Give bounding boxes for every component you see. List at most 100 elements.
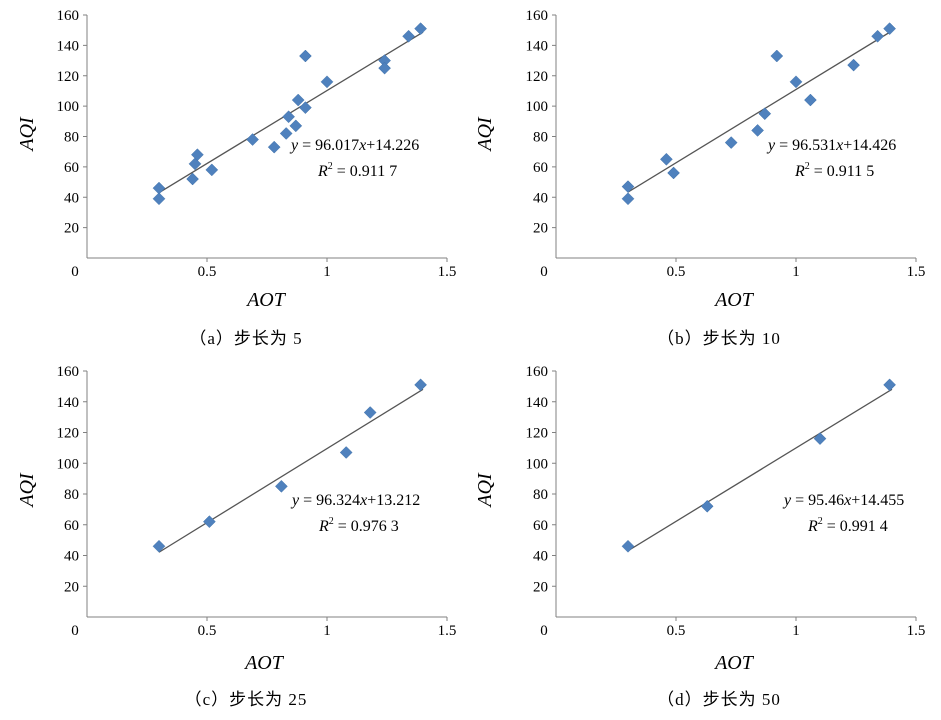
regression-equation: y = 96.017x+14.226 <box>289 137 419 154</box>
data-point <box>299 49 312 63</box>
y-tick-label: 160 <box>57 8 80 24</box>
x-axis-label: AOT <box>713 289 755 311</box>
data-point <box>191 148 204 162</box>
y-tick-label: 160 <box>57 364 80 380</box>
data-point <box>871 29 884 43</box>
x-tick-label: 1 <box>792 264 800 280</box>
y-tick-label: 100 <box>526 456 549 472</box>
y-tick-label: 60 <box>533 160 548 176</box>
trendline <box>627 388 893 552</box>
y-tick-label: 140 <box>526 38 549 54</box>
trendline <box>158 31 424 194</box>
panel-caption: （c）步长为 25 <box>185 690 308 709</box>
data-point <box>320 75 334 89</box>
y-tick-label: 80 <box>64 130 79 146</box>
x-tick-label: 1.5 <box>907 623 926 639</box>
data-point <box>152 181 166 195</box>
x-tick-label: 1 <box>792 623 800 639</box>
data-point <box>883 378 896 392</box>
y-tick-label: 40 <box>64 549 79 565</box>
data-point <box>758 107 772 121</box>
x-tick-label: 0 <box>540 623 548 639</box>
data-point <box>152 192 166 206</box>
data-point <box>378 61 391 75</box>
y-tick-label: 20 <box>64 221 79 237</box>
x-tick-label: 1 <box>323 623 331 639</box>
y-axis-label: AQI <box>16 472 38 509</box>
regression-equation: y = 96.531x+14.426 <box>766 137 896 154</box>
x-tick-label: 1.5 <box>438 623 457 639</box>
data-point <box>275 479 288 493</box>
data-point <box>414 22 427 36</box>
y-tick-label: 160 <box>526 8 549 24</box>
data-point <box>246 133 259 146</box>
y-tick-label: 40 <box>533 549 548 565</box>
data-point <box>279 127 293 140</box>
x-tick-label: 0 <box>71 623 79 639</box>
r-squared: R2 = 0.911 5 <box>794 161 874 180</box>
y-tick-label: 20 <box>533 579 548 595</box>
data-point <box>186 172 199 186</box>
y-tick-label: 80 <box>64 487 79 503</box>
x-tick-label: 0.5 <box>667 623 686 639</box>
y-tick-label: 120 <box>57 426 80 442</box>
y-axis-label: AQI <box>474 116 496 153</box>
regression-equation: y = 95.46x+14.455 <box>782 492 904 509</box>
y-axis-label: AQI <box>474 472 496 509</box>
regression-equation: y = 96.324x+13.212 <box>290 492 420 509</box>
panel-caption: （b）步长为 10 <box>657 329 781 348</box>
x-tick-label: 1 <box>323 264 331 280</box>
y-tick-label: 140 <box>57 395 80 411</box>
y-tick-label: 140 <box>526 395 549 411</box>
x-axis-label: AOT <box>243 652 285 674</box>
x-axis-label: AOT <box>713 652 755 674</box>
data-point <box>813 432 827 446</box>
y-tick-label: 160 <box>526 364 549 380</box>
data-point <box>339 446 353 459</box>
data-point <box>621 180 635 193</box>
data-point <box>667 166 680 180</box>
data-point <box>621 539 635 553</box>
trendline <box>158 388 424 553</box>
data-point <box>205 163 219 177</box>
data-point <box>621 192 635 206</box>
y-tick-label: 100 <box>526 99 549 115</box>
data-point <box>789 75 803 89</box>
data-point <box>883 22 896 36</box>
x-tick-label: 0.5 <box>198 264 217 280</box>
data-point <box>267 140 281 154</box>
data-point <box>203 515 216 529</box>
x-tick-label: 1.5 <box>907 264 926 280</box>
y-tick-label: 80 <box>533 130 548 146</box>
y-tick-label: 40 <box>64 190 79 206</box>
panel-caption: （a）步长为 5 <box>189 329 302 348</box>
data-point <box>363 406 377 419</box>
panel-caption: （d）步长为 50 <box>657 690 781 709</box>
y-tick-label: 60 <box>64 518 79 534</box>
r-squared: R2 = 0.991 4 <box>807 516 888 535</box>
y-tick-label: 60 <box>533 518 548 534</box>
y-tick-label: 20 <box>64 579 79 595</box>
y-tick-label: 20 <box>533 221 548 237</box>
data-point <box>282 110 295 124</box>
y-tick-label: 80 <box>533 487 548 503</box>
r-squared: R2 = 0.911 7 <box>317 161 397 180</box>
data-point <box>700 499 714 513</box>
x-tick-label: 0 <box>540 264 548 280</box>
chart-panel-3: 20 40 60 80 100 120 140 160 0 0.5 1 1.5 AOT AQI y = 96… <box>16 364 456 709</box>
y-tick-label: 60 <box>64 160 79 176</box>
data-point <box>289 119 303 133</box>
y-tick-label: 140 <box>57 38 80 54</box>
y-tick-label: 120 <box>526 426 549 442</box>
data-point <box>414 378 427 392</box>
data-point <box>770 49 784 63</box>
data-point <box>152 539 166 553</box>
data-point <box>804 93 817 107</box>
x-tick-label: 0.5 <box>198 623 217 639</box>
y-tick-label: 40 <box>533 190 548 206</box>
y-tick-label: 120 <box>526 69 549 85</box>
chart-panel-4: 20 40 60 80 100 120 140 160 0 0.5 1 1.5 AOT AQI y = 95… <box>474 364 925 709</box>
y-tick-label: 100 <box>57 456 80 472</box>
r-squared: R2 = 0.976 3 <box>318 516 399 535</box>
